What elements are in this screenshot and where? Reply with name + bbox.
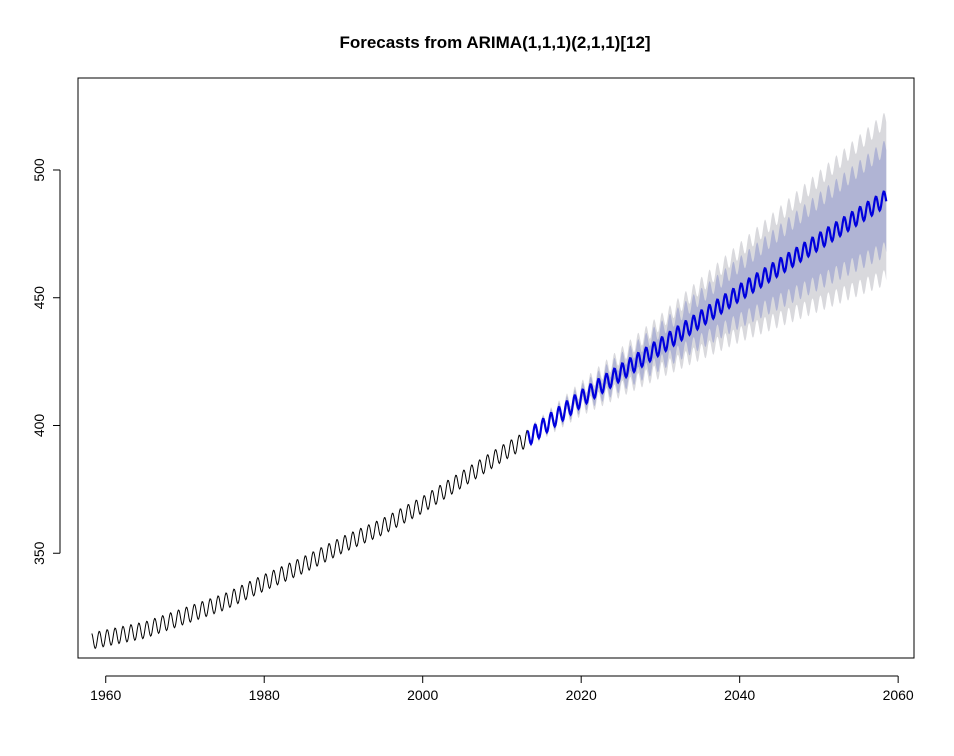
- plot-frame: [77, 77, 915, 659]
- x-tick-label: 2040: [724, 687, 755, 703]
- interval-95-band: [527, 113, 887, 447]
- y-tick-label: 450: [31, 286, 47, 310]
- chart-title: Forecasts from ARIMA(1,1,1)(2,1,1)[12]: [339, 33, 650, 52]
- interval-95-area: [527, 113, 887, 447]
- x-tick-label: 1980: [249, 687, 280, 703]
- interval-80-area: [527, 140, 887, 446]
- y-tick-label: 400: [31, 414, 47, 438]
- y-tick-label: 350: [31, 541, 47, 565]
- x-tick-label: 2060: [883, 687, 914, 703]
- x-tick-label: 1960: [90, 687, 121, 703]
- historical-series-line: [91, 429, 528, 650]
- y-tick-label: 500: [31, 158, 47, 182]
- forecast-mean-line: [526, 190, 888, 447]
- interval-80-band: [527, 140, 887, 446]
- x-tick-label: 2000: [407, 687, 438, 703]
- x-tick-label: 2020: [566, 687, 597, 703]
